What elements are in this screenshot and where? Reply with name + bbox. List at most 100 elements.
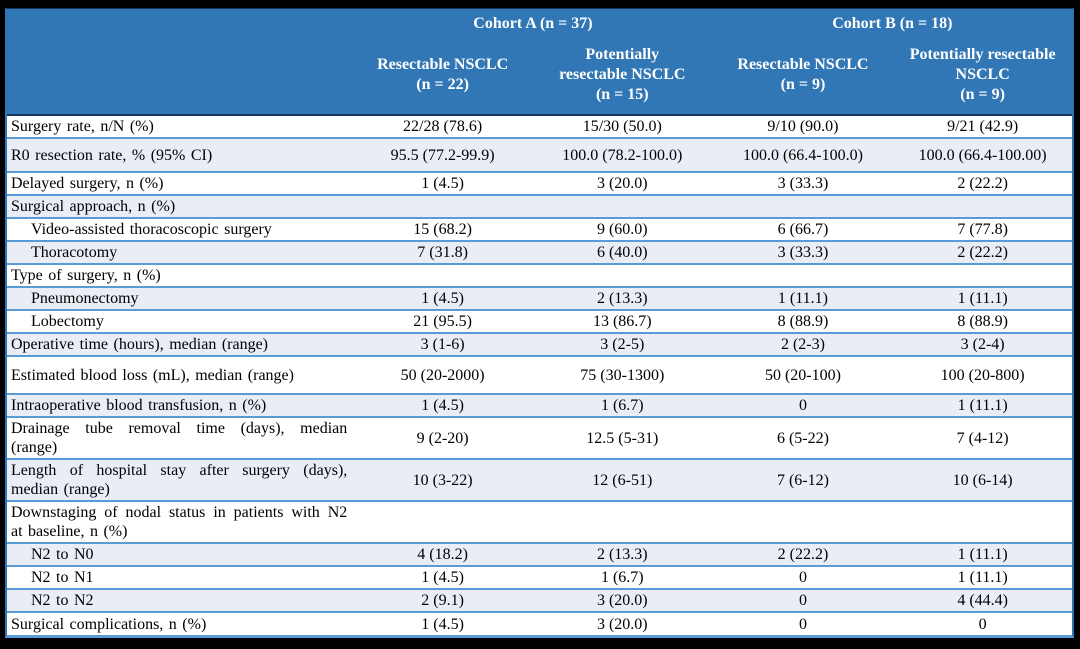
cell-value: 2 (22.2) <box>777 546 829 563</box>
table-body: Surgery rate, n/N (%) 22/28 (78.6) 15/30… <box>7 115 1072 635</box>
surgical-outcomes-table: Cohort A (n = 37) Cohort B (n = 18) Rese… <box>7 9 1072 635</box>
table-row: Pneumonectomy 1 (4.5) 2 (13.3) 1 (11.1) … <box>7 287 1072 310</box>
cell-value: 1 (4.5) <box>421 175 464 192</box>
cell-value: 7 (31.8) <box>417 244 468 261</box>
cell-value: 50 (20-2000) <box>400 366 485 384</box>
cell-value: 75 (30-1300) <box>580 366 665 384</box>
cell-value: 1 (4.5) <box>421 569 464 586</box>
table-row: N2 to N1 1 (4.5) 1 (6.7) 0 1 (11.1) <box>7 566 1072 589</box>
cell-value <box>893 195 1072 218</box>
row-label: Surgical complications, n (%) <box>11 615 207 633</box>
row-label: N2 to N0 <box>31 546 94 563</box>
cell-value: 100.0 (78.2-100.0) <box>562 146 683 164</box>
cell-value: 2 (22.2) <box>957 175 1008 192</box>
column-header-n: (n = 22) <box>416 76 469 93</box>
row-label: N2 to N1 <box>31 569 94 586</box>
cell-value: 3 (20.0) <box>596 592 648 609</box>
table-row: N2 to N0 4 (18.2) 2 (13.3) 2 (22.2) 1 (1… <box>7 543 1072 566</box>
surgical-outcomes-table-frame: Cohort A (n = 37) Cohort B (n = 18) Rese… <box>5 8 1074 638</box>
cell-value: 2 (13.3) <box>596 290 648 307</box>
cell-value: 9 (60.0) <box>596 221 648 238</box>
cell-value: 0 <box>798 615 807 633</box>
cell-value <box>713 195 894 218</box>
cell-value: 7 (6-12) <box>776 471 829 489</box>
cell-value <box>713 501 894 543</box>
cell-value: 100.0 (66.4-100.0) <box>742 146 863 164</box>
subcolumn-header-row: Resectable NSCLC (n = 22) Potentially re… <box>7 36 1072 115</box>
cell-value: 0 <box>798 397 807 414</box>
section-header-row: Downstaging of nodal status in patients … <box>7 501 1072 543</box>
cell-value: 3 (2-5) <box>600 336 645 353</box>
cell-value: 1 (6.7) <box>600 569 644 586</box>
cell-value: 2 (2-3) <box>780 336 825 353</box>
column-header-line: Resectable NSCLC <box>377 56 509 73</box>
cell-value: 6 (66.7) <box>777 221 829 238</box>
cell-value: 1 (6.7) <box>600 397 644 414</box>
cell-value: 4 (44.4) <box>957 592 1008 609</box>
table-row: N2 to N2 2 (9.1) 3 (20.0) 0 4 (44.4) <box>7 589 1072 612</box>
cell-value <box>353 264 532 287</box>
cell-value <box>532 501 713 543</box>
row-label: Estimated blood loss (mL), median (range… <box>11 366 294 384</box>
cell-value: 0 <box>798 569 807 586</box>
column-header-n: (n = 9) <box>780 76 826 93</box>
cell-value: 100 (20-800) <box>940 366 1025 384</box>
cell-value: 2 (9.1) <box>421 592 464 609</box>
table-row: R0 resection rate, % (95% CI) 95.5 (77.2… <box>7 138 1072 172</box>
cell-value: 22/28 (78.6) <box>403 118 483 135</box>
cell-value <box>353 195 532 218</box>
row-label: Lobectomy <box>31 313 104 330</box>
cell-value: 8 (88.9) <box>777 313 829 330</box>
cell-value: 3 (20.0) <box>596 175 648 192</box>
cell-value: 1 (11.1) <box>957 290 1008 307</box>
table-header: Cohort A (n = 37) Cohort B (n = 18) Rese… <box>7 9 1072 115</box>
column-header-line: Potentially resectable <box>909 46 1056 63</box>
column-header-resectable-a: Resectable NSCLC (n = 22) <box>353 36 532 115</box>
row-label: Surgery rate, n/N (%) <box>11 118 154 135</box>
cell-value: 9/10 (90.0) <box>767 118 839 135</box>
cell-value: 6 (5-22) <box>776 429 829 447</box>
cell-value: 1 (4.5) <box>421 290 464 307</box>
cell-value: 2 (22.2) <box>957 244 1008 261</box>
row-label: Video-assisted thoracoscopic surgery <box>31 221 272 238</box>
cell-value: 3 (33.3) <box>777 175 829 192</box>
cell-value: 95.5 (77.2-99.9) <box>390 146 495 164</box>
cell-value: 7 (77.8) <box>957 221 1008 238</box>
table-row: Video-assisted thoracoscopic surgery 15 … <box>7 218 1072 241</box>
cell-value: 3 (33.3) <box>777 244 829 261</box>
cell-value: 1 (11.1) <box>777 290 828 307</box>
column-header-n: (n = 15) <box>595 86 649 103</box>
cell-value: 8 (88.9) <box>957 313 1008 330</box>
label-column-header <box>7 9 354 36</box>
column-header-line: resectable NSCLC <box>559 66 686 83</box>
cell-value: 21 (95.5) <box>413 313 472 330</box>
column-header-potentially-resectable-a: Potentially resectable NSCLC (n = 15) <box>531 36 713 115</box>
table-row: Drainage tube removal time (days), media… <box>7 417 1072 459</box>
cell-value: 7 (4-12) <box>956 429 1009 447</box>
label-column-subheader <box>7 36 354 115</box>
row-label: Thoracotomy <box>31 244 118 261</box>
column-header-potentially-resectable-b: Potentially resectable NSCLC (n = 9) <box>893 36 1072 115</box>
row-label: Length of hospital stay after surgery (d… <box>11 462 348 498</box>
column-header-n: (n = 9) <box>960 86 1005 103</box>
cohort-b-header: Cohort B (n = 18) <box>712 9 1072 36</box>
row-label: Operative time (hours), median (range) <box>11 336 269 353</box>
cell-value: 1 (11.1) <box>957 546 1008 563</box>
table-row: Estimated blood loss (mL), median (range… <box>7 356 1072 394</box>
table-row: Intraoperative blood transfusion, n (%) … <box>7 394 1072 417</box>
cell-value: 0 <box>798 592 807 609</box>
cohort-a-header: Cohort A (n = 37) <box>353 9 713 36</box>
row-label: Surgical approach, n (%) <box>11 198 176 215</box>
cell-value: 12.5 (5-31) <box>586 429 659 447</box>
cell-value: 10 (3-22) <box>412 471 473 489</box>
table-row: Length of hospital stay after surgery (d… <box>7 459 1072 501</box>
cell-value: 4 (18.2) <box>417 546 468 563</box>
row-label: N2 to N2 <box>31 592 94 609</box>
column-header-line: Potentially <box>585 46 660 63</box>
cell-value: 12 (6-51) <box>592 471 653 489</box>
row-label: Downstaging of nodal status in patients … <box>11 504 348 540</box>
cell-value <box>532 264 713 287</box>
table-row: Operative time (hours), median (range) 3… <box>7 333 1072 356</box>
cell-value: 15 (68.2) <box>413 221 472 238</box>
table-row: Surgical complications, n (%) 1 (4.5) 3 … <box>7 612 1072 635</box>
